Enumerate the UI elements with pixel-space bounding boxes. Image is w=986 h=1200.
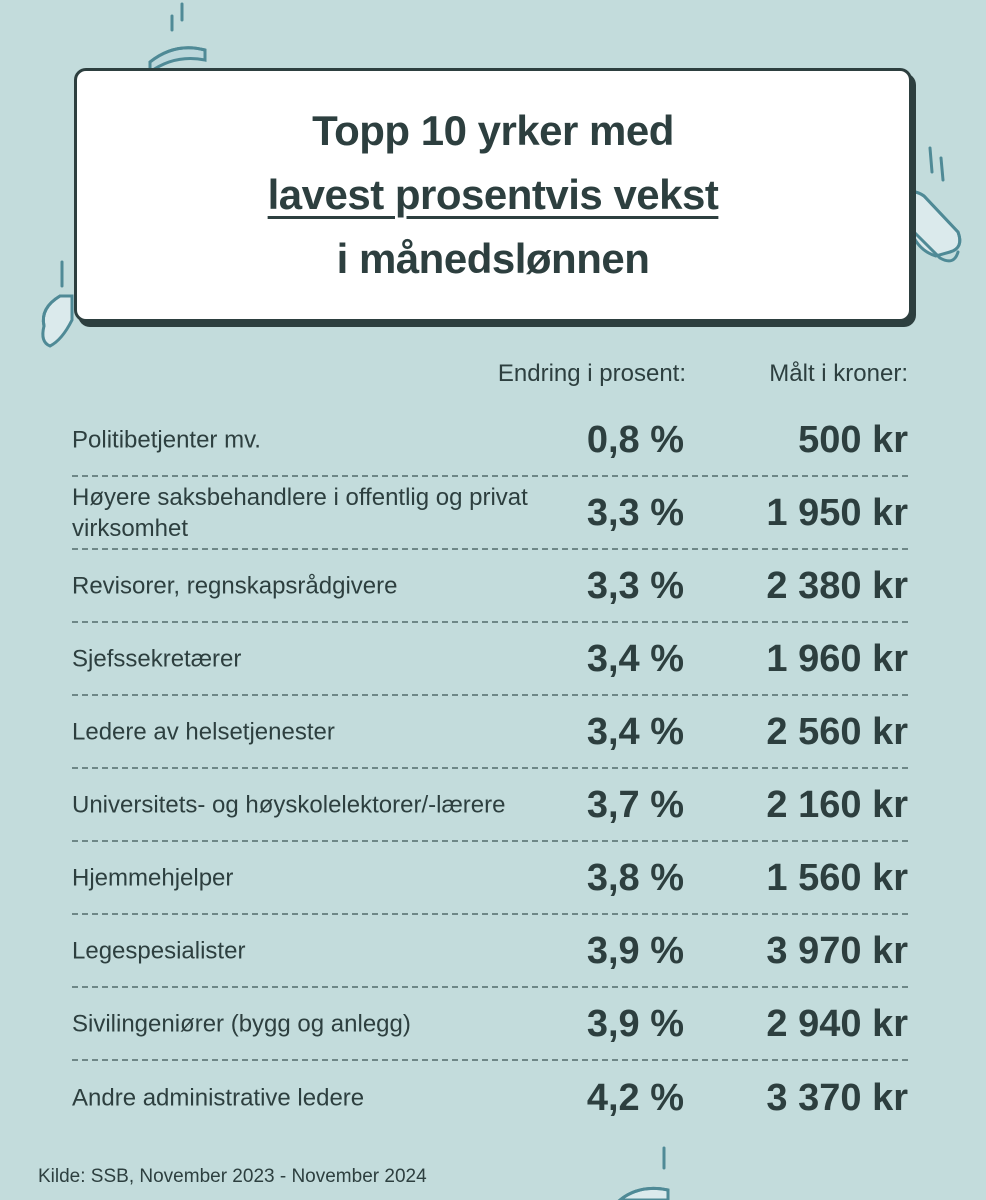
table-row: Legespesialister 3,9 % 3 970 kr [72, 915, 908, 988]
occupation-label: Sjefssekretærer [72, 645, 242, 672]
table-row: Sjefssekretærer 3,4 % 1 960 kr [72, 623, 908, 696]
table-row: Hjemmehjelper 3,8 % 1 560 kr [72, 842, 908, 915]
occupation-label: Hjemmehjelper [72, 864, 234, 891]
percent-value: 3,4 % [586, 710, 684, 753]
table-row: Høyere saksbehandlere i offentlig og pri… [72, 477, 908, 550]
occupation-label: Høyere saksbehandlere i offentlig og pri… [72, 483, 528, 542]
coin-left-icon [41, 260, 74, 348]
percent-value: 3,8 % [586, 856, 684, 899]
table-row: Sivilingeniører (bygg og anlegg) 3,9 % 2 9… [72, 988, 908, 1061]
table-row: Universitets- og høyskolelektorer/-lærer… [72, 769, 908, 842]
occupation-label: Sivilingeniører (bygg og anlegg) [72, 1010, 411, 1037]
percent-value: 3,4 % [586, 637, 684, 680]
occupation-label: Revisorer, regnskapsrådgivere [72, 572, 398, 599]
kroner-value: 2 160 kr [766, 783, 908, 826]
table-row: Andre administrative ledere 4,2 % 3 370 kr [72, 1061, 908, 1134]
percent-value: 3,3 % [586, 564, 684, 607]
header-kroner: Målt i kroner: [769, 360, 908, 387]
kroner-value: 2 940 kr [766, 1002, 908, 1045]
occupation-label: Universitets- og høyskolelektorer/-lærer… [72, 791, 506, 818]
kroner-value: 3 370 kr [766, 1076, 908, 1119]
kroner-value: 3 970 kr [766, 929, 908, 972]
title-box: Topp 10 yrker med lavest prosentvis veks… [74, 68, 912, 322]
kroner-value: 2 560 kr [766, 710, 908, 753]
percent-value: 0,8 % [586, 418, 684, 461]
kroner-value: 1 560 kr [766, 856, 908, 899]
kroner-value: 500 kr [798, 418, 908, 461]
table-row: Politibetjenter mv. 0,8 % 500 kr [72, 404, 908, 477]
occupation-label: Ledere av helsetjenester [72, 718, 335, 745]
kroner-value: 1 950 kr [766, 491, 908, 534]
kroner-value: 2 380 kr [766, 564, 908, 607]
table-row: Ledere av helsetjenester 3,4 % 2 560 kr [72, 696, 908, 769]
occupation-label: Legespesialister [72, 937, 246, 964]
percent-value: 3,3 % [586, 491, 684, 534]
coin-bottom-icon [617, 1146, 670, 1200]
percent-value: 3,9 % [586, 1002, 684, 1045]
salary-table: Politibetjenter mv. 0,8 % 500 kr Høyere sak… [72, 404, 908, 1134]
percent-value: 3,9 % [586, 929, 684, 972]
table-row: Revisorer, regnskapsrådgivere 3,3 % 2 380 … [72, 550, 908, 623]
occupation-label: Politibetjenter mv. [72, 426, 261, 453]
kroner-value: 1 960 kr [766, 637, 908, 680]
title-line-3: i månedslønnen [336, 235, 650, 282]
header-percent: Endring i prosent: [497, 360, 686, 387]
percent-value: 4,2 % [586, 1076, 684, 1119]
source-note: Kilde: SSB, November 2023 - November 202… [38, 1166, 427, 1187]
coin-top-icon [148, 2, 207, 75]
title-line-2: lavest prosentvis vekst [267, 171, 719, 218]
occupation-label: Andre administrative ledere [72, 1084, 365, 1111]
title-line-1: Topp 10 yrker med [312, 107, 674, 154]
percent-value: 3,7 % [586, 783, 684, 826]
